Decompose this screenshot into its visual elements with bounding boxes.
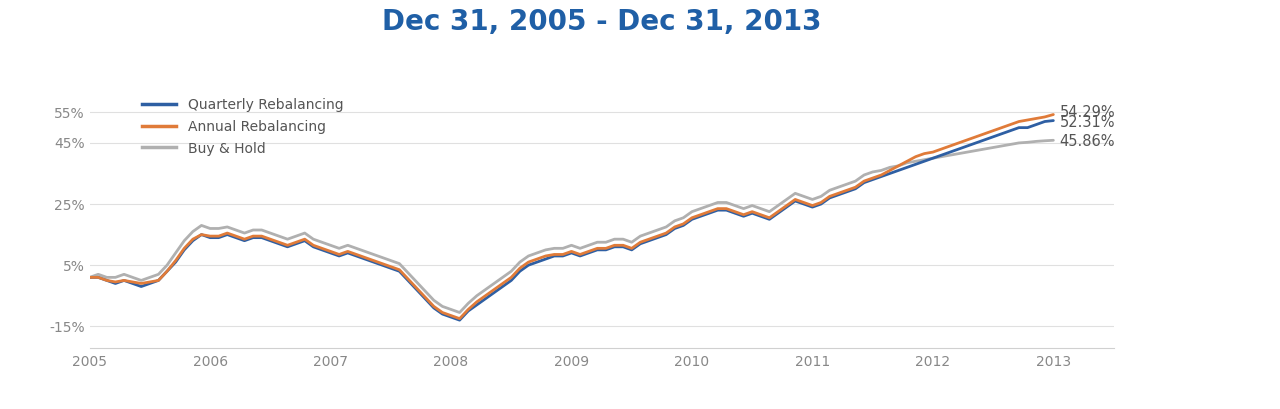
Text: 52.31%: 52.31% bbox=[1060, 115, 1115, 130]
Text: 45.86%: 45.86% bbox=[1060, 134, 1115, 149]
Text: Dec 31, 2005 - Dec 31, 2013: Dec 31, 2005 - Dec 31, 2013 bbox=[381, 8, 822, 36]
Text: 54.29%: 54.29% bbox=[1060, 106, 1115, 121]
Legend: Quarterly Rebalancing, Annual Rebalancing, Buy & Hold: Quarterly Rebalancing, Annual Rebalancin… bbox=[137, 94, 347, 160]
